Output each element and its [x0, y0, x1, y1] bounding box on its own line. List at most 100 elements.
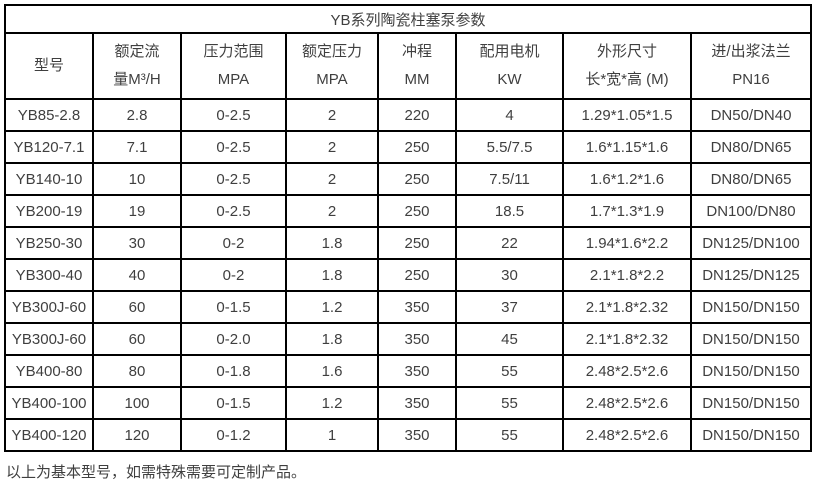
table-cell-motor-power: 30 [455, 258, 564, 292]
table-cell-rated-flow: 60 [92, 290, 182, 324]
table-cell-motor-power: 22 [455, 226, 564, 260]
table-cell-dimensions: 1.7*1.3*1.9 [562, 194, 692, 228]
column-header-line2: 长*宽*高 (M) [585, 71, 669, 88]
table-cell-dimensions: 1.6*1.15*1.6 [562, 130, 692, 164]
table-cell-rated-pressure: 1.8 [285, 226, 379, 260]
table-cell-rated-pressure: 1.2 [285, 386, 379, 420]
table-row: YB300-40 40 0-2 1.8 250 30 2.1*1.8*2.2 DN125/DN… [4, 258, 813, 292]
column-header-model: 型号 [4, 32, 94, 100]
column-header-line2: 量M³/H [113, 71, 161, 88]
table-cell-pressure-range: 0-2 [180, 258, 287, 292]
column-header-rated-pressure: 额定压力 MPA [285, 32, 379, 100]
table-cell-pressure-range: 0-2.5 [180, 194, 287, 228]
table-cell-motor-power: 45 [455, 322, 564, 356]
table-row: YB300J-60 60 0-2.0 1.8 350 45 2.1*1.8*2.32 DN15… [4, 322, 813, 356]
table-cell-model: YB85-2.8 [4, 98, 94, 132]
column-header-line2: MM [404, 71, 430, 88]
column-header-line1: 压力范围 [203, 43, 264, 60]
table-cell-stroke: 250 [377, 130, 457, 164]
table-cell-motor-power: 55 [455, 386, 564, 420]
table-cell-stroke: 350 [377, 322, 457, 356]
table-cell-rated-flow: 7.1 [92, 130, 182, 164]
table-cell-flange: DN80/DN65 [689, 162, 813, 196]
table-cell-model: YB300-40 [4, 258, 94, 292]
table-header-row: 型号 额定流 量M³/H 压力范围 MPA 额定压力 MPA 冲程 MM 配用电机 KW 外形尺寸 长*… [4, 32, 813, 100]
table-cell-dimensions: 2.48*2.5*2.6 [562, 354, 692, 388]
column-header-line2: PN16 [732, 71, 770, 88]
table-cell-rated-flow: 120 [92, 418, 182, 452]
table-cell-flange: DN100/DN80 [689, 194, 813, 228]
table-cell-dimensions: 1.29*1.05*1.5 [562, 98, 692, 132]
table-cell-rated-pressure: 1 [285, 418, 379, 452]
table-cell-stroke: 250 [377, 226, 457, 260]
table-cell-rated-pressure: 1.8 [285, 322, 379, 356]
table-cell-model: YB400-80 [4, 354, 94, 388]
footer-note: 以上为基本型号，如需特殊需要可定制产品。 [6, 464, 307, 481]
table-cell-pressure-range: 0-1.2 [180, 418, 287, 452]
table-cell-rated-flow: 10 [92, 162, 182, 196]
table-cell-flange: DN150/DN150 [689, 418, 813, 452]
table-cell-model: YB140-10 [4, 162, 94, 196]
table-row: YB250-30 30 0-2 1.8 250 22 1.94*1.6*2.2 DN125/D… [4, 226, 813, 260]
table-cell-motor-power: 18.5 [455, 194, 564, 228]
table-row: YB400-120 120 0-1.2 1 350 55 2.48*2.5*2.6 DN150… [4, 418, 813, 452]
table-title: YB系列陶瓷柱塞泵参数 [3, 4, 813, 34]
table-row: YB85-2.8 2.8 0-2.5 2 220 4 1.29*1.05*1.5 DN50/D… [4, 98, 813, 132]
table-cell-model: YB120-7.1 [4, 130, 94, 164]
table-cell-stroke: 350 [377, 354, 457, 388]
column-header-line2: MPA [217, 71, 250, 88]
table-row: YB140-10 10 0-2.5 2 250 7.5/11 1.6*1.2*1.6 DN80… [4, 162, 813, 196]
column-header-line1: 冲程 [401, 43, 432, 60]
table-cell-motor-power: 7.5/11 [455, 162, 564, 196]
column-header-line1: 外形尺寸 [596, 43, 657, 60]
table-cell-rated-pressure: 2 [285, 194, 379, 228]
table-cell-stroke: 350 [377, 290, 457, 324]
table-cell-motor-power: 55 [455, 354, 564, 388]
table-cell-rated-pressure: 2 [285, 98, 379, 132]
table-cell-flange: DN125/DN100 [689, 226, 813, 260]
column-header-line2: KW [497, 71, 522, 88]
table-cell-pressure-range: 0-1.5 [180, 290, 287, 324]
column-header-line1: 额定压力 [301, 43, 362, 60]
table-cell-rated-pressure: 1.6 [285, 354, 379, 388]
table-cell-pressure-range: 0-2.5 [180, 130, 287, 164]
column-header-dimensions: 外形尺寸长*宽*高 (M) [562, 32, 692, 100]
table-cell-dimensions: 2.48*2.5*2.6 [562, 418, 692, 452]
table-cell-pressure-range: 0-1.5 [180, 386, 287, 420]
table-cell-dimensions: 2.1*1.8*2.32 [562, 290, 692, 324]
table-row: YB400-80 80 0-1.8 1.6 350 55 2.48*2.5*2.6 DN150… [4, 354, 813, 388]
column-header-pressure-range: 压力范围 MPA [180, 32, 287, 100]
table-cell-dimensions: 2.48*2.5*2.6 [562, 386, 692, 420]
table-cell-model: YB400-120 [4, 418, 94, 452]
table-head: YB系列陶瓷柱塞泵参数 型号 额定流 量M³/H 压力范围 MPA 额定压力 MPA 冲程 MM… [3, 4, 813, 100]
column-header-stroke: 冲程 MM [377, 32, 457, 100]
table-title-row: YB系列陶瓷柱塞泵参数 [3, 4, 813, 34]
table-cell-dimensions: 1.94*1.6*2.2 [562, 226, 692, 260]
table-cell-motor-power: 4 [455, 98, 564, 132]
table-cell-rated-flow: 30 [92, 226, 182, 260]
table-cell-rated-pressure: 2 [285, 130, 379, 164]
table-cell-model: YB200-19 [4, 194, 94, 228]
column-header-motor-power: 配用电机 KW [455, 32, 564, 100]
column-header-line1: 配用电机 [479, 43, 540, 60]
table-row: YB400-100 100 0-1.5 1.2 350 55 2.48*2.5*2.6 DN1… [4, 386, 813, 420]
table-cell-rated-pressure: 1.8 [285, 258, 379, 292]
table-cell-flange: DN50/DN40 [689, 98, 813, 132]
table-cell-rated-flow: 2.8 [92, 98, 182, 132]
table-cell-rated-flow: 100 [92, 386, 182, 420]
table-body: YB85-2.8 2.8 0-2.5 2 220 4 1.29*1.05*1.5 DN50/D… [4, 98, 813, 452]
table-cell-rated-flow: 40 [92, 258, 182, 292]
table-cell-flange: DN150/DN150 [689, 322, 813, 356]
column-header-flange: 进/出浆法兰 PN16 [689, 32, 813, 100]
table-cell-stroke: 350 [377, 386, 457, 420]
table-cell-model: YB300J-60 [4, 322, 94, 356]
table-cell-pressure-range: 0-1.8 [180, 354, 287, 388]
table-cell-motor-power: 5.5/7.5 [455, 130, 564, 164]
table-cell-pressure-range: 0-2.0 [180, 322, 287, 356]
table-cell-dimensions: 2.1*1.8*2.32 [562, 322, 692, 356]
column-header-line1: 型号 [33, 57, 64, 74]
column-header-rated-flow: 额定流 量M³/H [92, 32, 182, 100]
table-cell-stroke: 250 [377, 162, 457, 196]
table-cell-flange: DN125/DN125 [689, 258, 813, 292]
table-cell-pressure-range: 0-2.5 [180, 98, 287, 132]
